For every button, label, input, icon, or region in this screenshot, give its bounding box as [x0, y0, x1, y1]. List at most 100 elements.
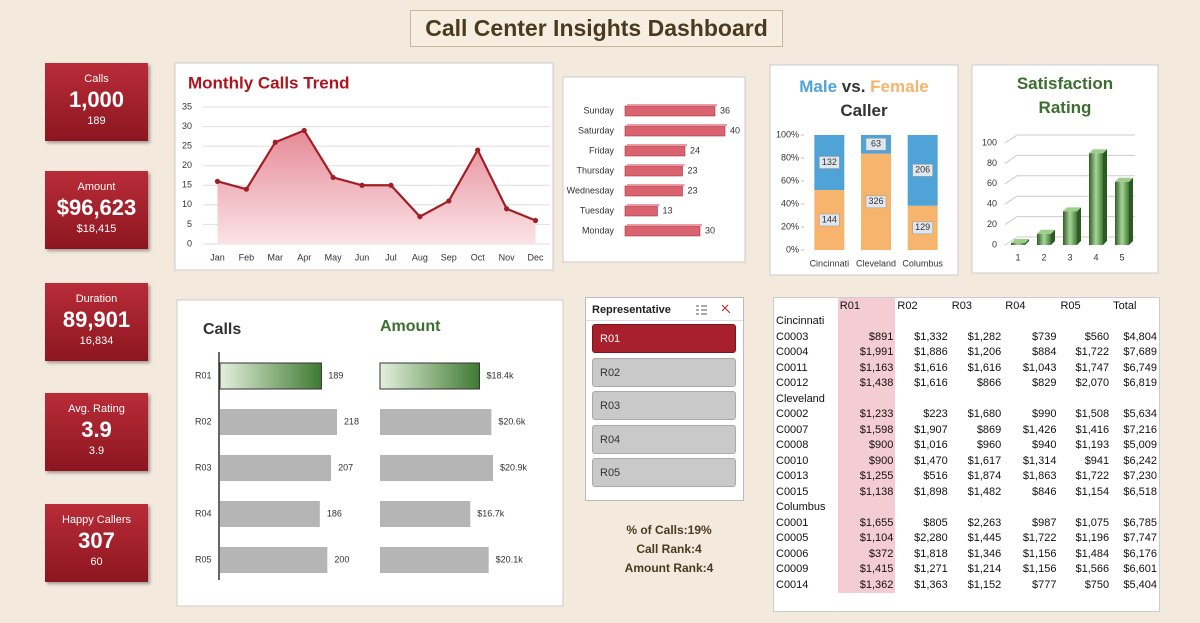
slicer-item[interactable]: R03 — [592, 391, 736, 420]
table-row: C0007 $1,598 $1,907 $869 $1,426 $1,416 $7,216 — [774, 422, 1159, 438]
cell: C0005 — [776, 532, 809, 545]
cell: $7,230 — [1123, 470, 1157, 483]
cell: $1,616 — [914, 377, 948, 390]
y-tick-label: 80 — [987, 158, 997, 168]
table-row: C0009 $1,415 $1,271 $1,214 $1,156 $1,566 $6,60… — [774, 561, 1159, 577]
data-label: 206 — [915, 165, 930, 175]
bar-side — [1103, 149, 1107, 245]
cell: $6,819 — [1123, 377, 1157, 390]
cell: $6,749 — [1123, 361, 1157, 374]
table-row: C0003 $891 $1,332 $1,282 $739 $560 $4,804 — [774, 329, 1159, 345]
cell — [837, 499, 896, 515]
header-cell — [774, 298, 838, 314]
cell: $1,863 — [1022, 470, 1057, 483]
cell: $1,363 — [914, 578, 948, 591]
table-row: C0015 $1,138 $1,898 $1,482 $846 $1,154 $6,518 — [774, 484, 1159, 500]
cell: $560 — [1084, 330, 1110, 343]
cell: C0011 — [776, 361, 808, 374]
header-cell: Total — [1113, 299, 1137, 312]
cell: $1,362 — [837, 577, 896, 593]
chart-title: Amount — [380, 318, 441, 335]
grid-line — [1004, 154, 1018, 164]
dashboard-title: Call Center Insights Dashboard — [410, 10, 783, 47]
point — [359, 182, 365, 188]
data-label: 129 — [915, 222, 930, 232]
point — [504, 206, 510, 212]
x-tick-label: Columbus — [902, 258, 943, 268]
data-label: 23 — [688, 185, 698, 195]
cell: C0013 — [776, 470, 809, 483]
kpi-value: 1,000 — [68, 87, 125, 112]
header-cell: R05 — [1060, 299, 1081, 312]
data-label: 200 — [334, 554, 349, 564]
point — [243, 186, 249, 192]
bar-top — [627, 204, 660, 206]
bar-side — [1025, 238, 1029, 245]
data-label: 189 — [328, 370, 343, 380]
bar — [624, 185, 683, 197]
cell — [837, 391, 896, 407]
bar — [220, 455, 332, 481]
chart-title: Calls — [203, 321, 241, 338]
cell: $1,991 — [837, 344, 896, 360]
y-tick-label: 100 — [982, 137, 997, 147]
cell — [950, 391, 1004, 407]
slicer-icons[interactable] — [694, 303, 738, 317]
cell: $869 — [976, 423, 1002, 436]
y-tick-label: R03 — [195, 462, 212, 472]
grid-line — [1004, 175, 1018, 185]
header-cell: R03 — [951, 299, 972, 312]
kpi-card: Calls 1,000 189 — [45, 63, 148, 141]
cell: $1,271 — [914, 563, 948, 576]
y-tick-label: R01 — [195, 370, 212, 380]
cell: $884 — [1031, 346, 1057, 359]
slicer-item[interactable]: R01 — [592, 324, 736, 353]
point — [272, 139, 278, 145]
cell: $1,255 — [837, 468, 896, 484]
y-tick-label: 40% — [781, 198, 799, 208]
bar-side — [1129, 177, 1133, 245]
bar-side — [1051, 229, 1055, 245]
slicer-item[interactable]: R05 — [592, 458, 736, 487]
stat-text: Call Rank:4 — [636, 542, 702, 556]
x-tick-label: 1 — [1015, 252, 1020, 262]
slicer-item[interactable]: R04 — [592, 424, 736, 454]
point — [214, 178, 221, 184]
cell — [895, 500, 949, 516]
cell: C0012 — [776, 377, 809, 390]
cell — [950, 500, 1004, 516]
point — [475, 147, 481, 153]
table-row: C0013 $1,255 $516 $1,874 $1,863 $1,722 $7,230 — [774, 468, 1159, 484]
cell: C0008 — [776, 439, 809, 452]
cell: $2,263 — [967, 516, 1002, 529]
data-label: 36 — [720, 105, 730, 115]
point — [532, 217, 539, 224]
cell: $1,416 — [1075, 423, 1110, 436]
cell: $1,196 — [1075, 532, 1110, 545]
divider — [586, 320, 743, 321]
cell: $891 — [837, 329, 896, 345]
x-tick-label: 2 — [1041, 252, 1046, 262]
cell: $1,898 — [914, 485, 948, 498]
cell: $1,163 — [837, 360, 896, 376]
slicer-item[interactable]: R02 — [592, 357, 736, 387]
kpi-label: Duration — [75, 293, 118, 305]
cell: $1,075 — [1075, 516, 1110, 529]
x-tick-label: Apr — [297, 252, 311, 262]
x-tick-label: Cleveland — [856, 258, 896, 268]
cell: $1,043 — [1022, 361, 1057, 374]
cell: $223 — [923, 408, 948, 421]
grid-line — [1004, 236, 1018, 246]
y-tick-label: Friday — [589, 145, 615, 155]
title-part: vs. — [841, 77, 866, 96]
header-row: R01 R02 R03 R04 R05 Total — [774, 298, 1159, 314]
data-label: 207 — [338, 462, 353, 472]
cell: $1,722 — [1075, 470, 1110, 483]
cell: $6,785 — [1123, 516, 1157, 529]
table-row: C0008 $900 $1,016 $960 $940 $1,193 $5,009 — [774, 437, 1159, 453]
cell — [1058, 314, 1111, 330]
label-box — [865, 138, 887, 151]
group-row: Cincinnati — [774, 313, 1159, 330]
bar — [1089, 153, 1103, 245]
